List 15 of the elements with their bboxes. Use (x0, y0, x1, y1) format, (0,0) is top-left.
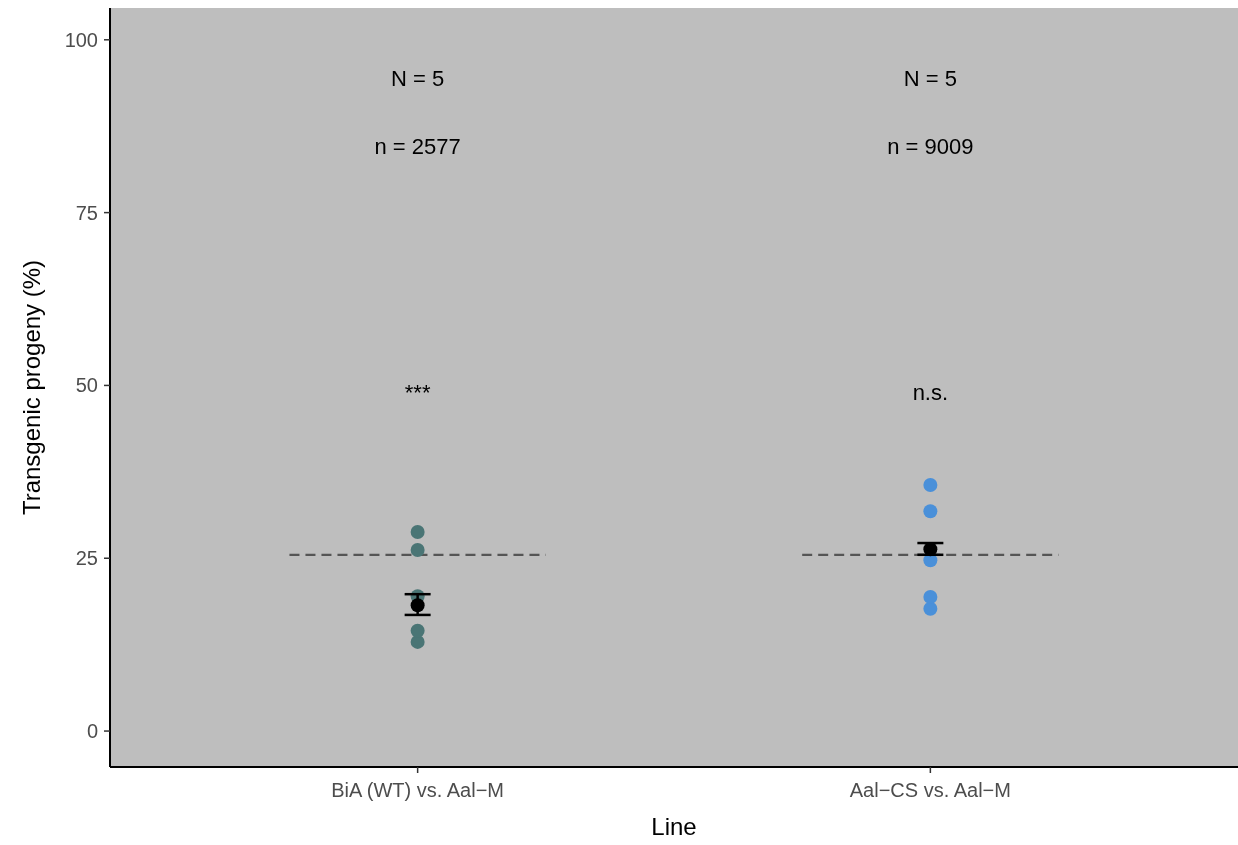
x-tick-label: BiA (WT) vs. Aal−M (331, 779, 505, 801)
y-tick-label: 25 (75, 547, 98, 570)
annotation: n = 2577 (374, 133, 461, 159)
x-axis-title: Line (651, 813, 697, 840)
annotation: n = 9009 (887, 133, 974, 159)
y-tick-label: 100 (64, 28, 98, 51)
annotation: *** (404, 379, 431, 405)
annotation: N = 5 (903, 65, 957, 91)
y-axis-title: Transgenic progeny (%) (18, 259, 45, 516)
y-tick-label: 50 (75, 374, 98, 397)
annotation: N = 5 (391, 65, 445, 91)
x-tick-label: Aal−CS vs. Aal−M (849, 779, 1011, 801)
y-tick-label: 0 (86, 720, 98, 743)
y-tick-label: 75 (75, 201, 98, 224)
annotation: n.s. (912, 379, 949, 405)
